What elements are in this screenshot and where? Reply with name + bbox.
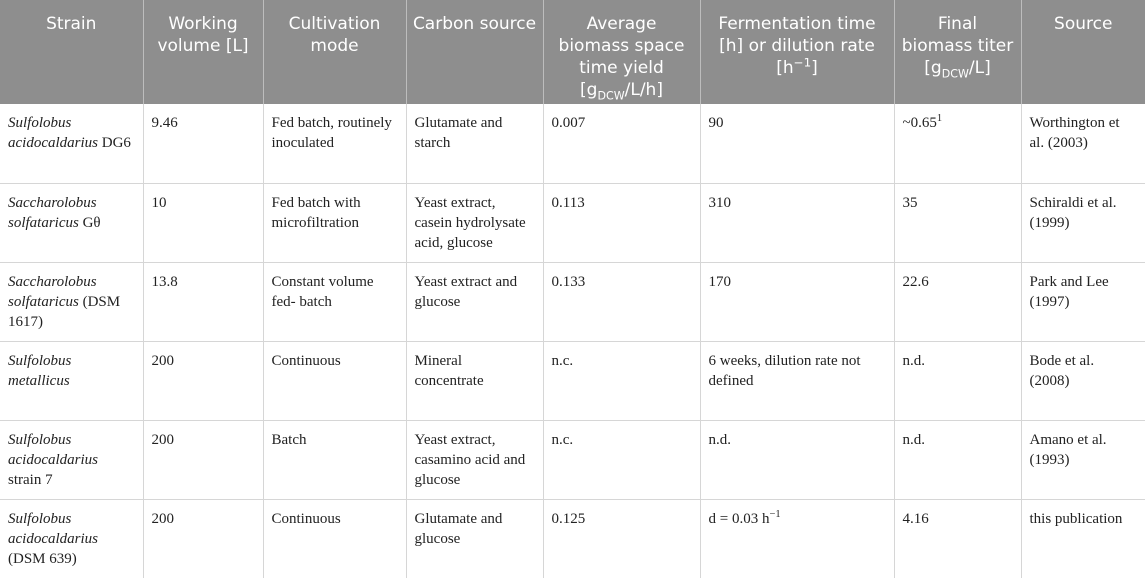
cell-time: 90 [700,104,895,184]
cell-time: 6 weeks, dilution rate not defined [700,341,895,421]
cell-time: d = 0.03 h−1 [700,499,895,578]
cell-yield: 0.007 [543,104,701,184]
cell-titer: 35 [894,183,1022,263]
cell-carbon: Yeast extract, casamino acid and glucose [406,420,544,500]
header-text: Source [1054,14,1113,34]
strain-name: Sulfolobus acidocaldarius [8,431,98,468]
header-text: Cultivation mode [288,14,381,56]
titer-value: ~0.65 [902,115,937,131]
table-row: Saccharolobus solfataricus (DSM 1617) 13… [0,262,1145,342]
header-working-volume: Working volume [L] [143,0,264,104]
cell-carbon: Glutamate and starch [406,104,544,184]
cell-mode: Batch [263,420,407,500]
strain-designation: (DSM 639) [8,550,77,567]
table-row: Sulfolobus acidocaldarius strain 7 200 B… [0,420,1145,500]
cell-time: 310 [700,183,895,263]
header-text: ] [811,58,818,78]
cell-source: Park and Lee (1997) [1021,262,1145,342]
strain-name: Saccharolobus solfataricus [8,273,97,310]
header-source: Source [1021,0,1145,104]
header-subscript: DCW [597,89,625,103]
cell-yield: 0.133 [543,262,701,342]
cell-yield: 0.113 [543,183,701,263]
header-fermentation-time: Fermentation time [h] or dilution rate [… [700,0,895,104]
cell-time: n.d. [700,420,895,500]
cell-strain: Saccharolobus solfataricus (DSM 1617) [0,262,144,342]
cell-mode: Fed batch with microfiltration [263,183,407,263]
table-row: Sulfolobus acidocaldarius (DSM 639) 200 … [0,499,1145,578]
table-row: Saccharolobus solfataricus Gθ 10 Fed bat… [0,183,1145,263]
header-carbon-source: Carbon source [406,0,544,104]
cell-mode: Fed batch, routinely inoculated [263,104,407,184]
header-text: Strain [46,14,97,34]
cell-volume: 10 [143,183,264,263]
header-text: /L/h] [624,80,663,100]
cell-yield: n.c. [543,341,701,421]
header-text: Fermentation time [h] or dilution rate [… [718,14,876,78]
cell-mode: Continuous [263,499,407,578]
cell-mode: Continuous [263,341,407,421]
header-subscript: DCW [941,67,969,81]
header-cultivation-mode: Cultivation mode [263,0,407,104]
cell-strain: Sulfolobus acidocaldarius strain 7 [0,420,144,500]
cell-titer: 22.6 [894,262,1022,342]
cell-carbon: Yeast extract and glucose [406,262,544,342]
cell-titer: n.d. [894,341,1022,421]
header-text: Final biomass titer [g [901,14,1014,78]
cell-source: Worthington et al. (2003) [1021,104,1145,184]
cell-volume: 200 [143,499,264,578]
cell-carbon: Glutamate and glucose [406,499,544,578]
footnote-marker: 1 [936,113,943,124]
cell-titer: ~0.651 [894,104,1022,184]
header-row: Strain Working volume [L] Cultivation mo… [0,0,1145,104]
cell-volume: 200 [143,341,264,421]
header-text: Carbon source [412,14,537,34]
header-text: Working volume [L] [157,14,249,56]
strain-designation: Gθ [82,214,101,231]
cell-source: Amano et al. (1993) [1021,420,1145,500]
cell-yield: n.c. [543,420,701,500]
cell-carbon: Mineral concentrate [406,341,544,421]
cell-strain: Sulfolobus metallicus [0,341,144,421]
table-row: Sulfolobus acidocaldarius DG6 9.46 Fed b… [0,104,1145,184]
strain-name: Saccharolobus solfataricus [8,194,97,231]
header-final-titer: Final biomass titer [gDCW/L] [894,0,1022,104]
cell-strain: Sulfolobus acidocaldarius DG6 [0,104,144,184]
cell-volume: 9.46 [143,104,264,184]
cell-volume: 200 [143,420,264,500]
unit-exponent: −1 [769,508,781,520]
cell-volume: 13.8 [143,262,264,342]
cell-titer: n.d. [894,420,1022,500]
strain-name: Sulfolobus acidocaldarius [8,510,98,547]
cell-source: this publication [1029,510,1123,527]
cell-titer: 4.16 [894,499,1022,578]
strain-designation: DG6 [101,135,131,151]
cell-carbon: Yeast extract, casein hydrolysate acid, … [406,183,544,263]
table-row: Sulfolobus metallicus 200 Continuous Min… [0,341,1145,421]
cell-strain: Sulfolobus acidocaldarius (DSM 639) [0,499,144,578]
header-text: /L] [968,58,991,78]
header-space-time-yield: Average biomass space time yield [gDCW/L… [543,0,701,104]
strain-name: Sulfolobus metallicus [8,352,72,389]
cell-time: 170 [700,262,895,342]
cell-source: Bode et al. (2008) [1021,341,1145,421]
strain-designation: (DSM 1617) [8,293,121,330]
strain-designation: strain 7 [8,471,53,488]
strain-name: Sulfolobus acidocaldarius [8,115,98,151]
header-text: Average biomass space time yield [g [558,14,685,100]
cell-strain: Saccharolobus solfataricus Gθ [0,183,144,263]
cell-source: Schiraldi et al. (1999) [1021,183,1145,263]
header-superscript: −1 [793,55,812,70]
cell-yield: 0.125 [543,499,701,578]
cell-mode: Constant volume fed- batch [263,262,407,342]
header-strain: Strain [0,0,144,104]
time-value: d = 0.03 h [708,510,770,527]
